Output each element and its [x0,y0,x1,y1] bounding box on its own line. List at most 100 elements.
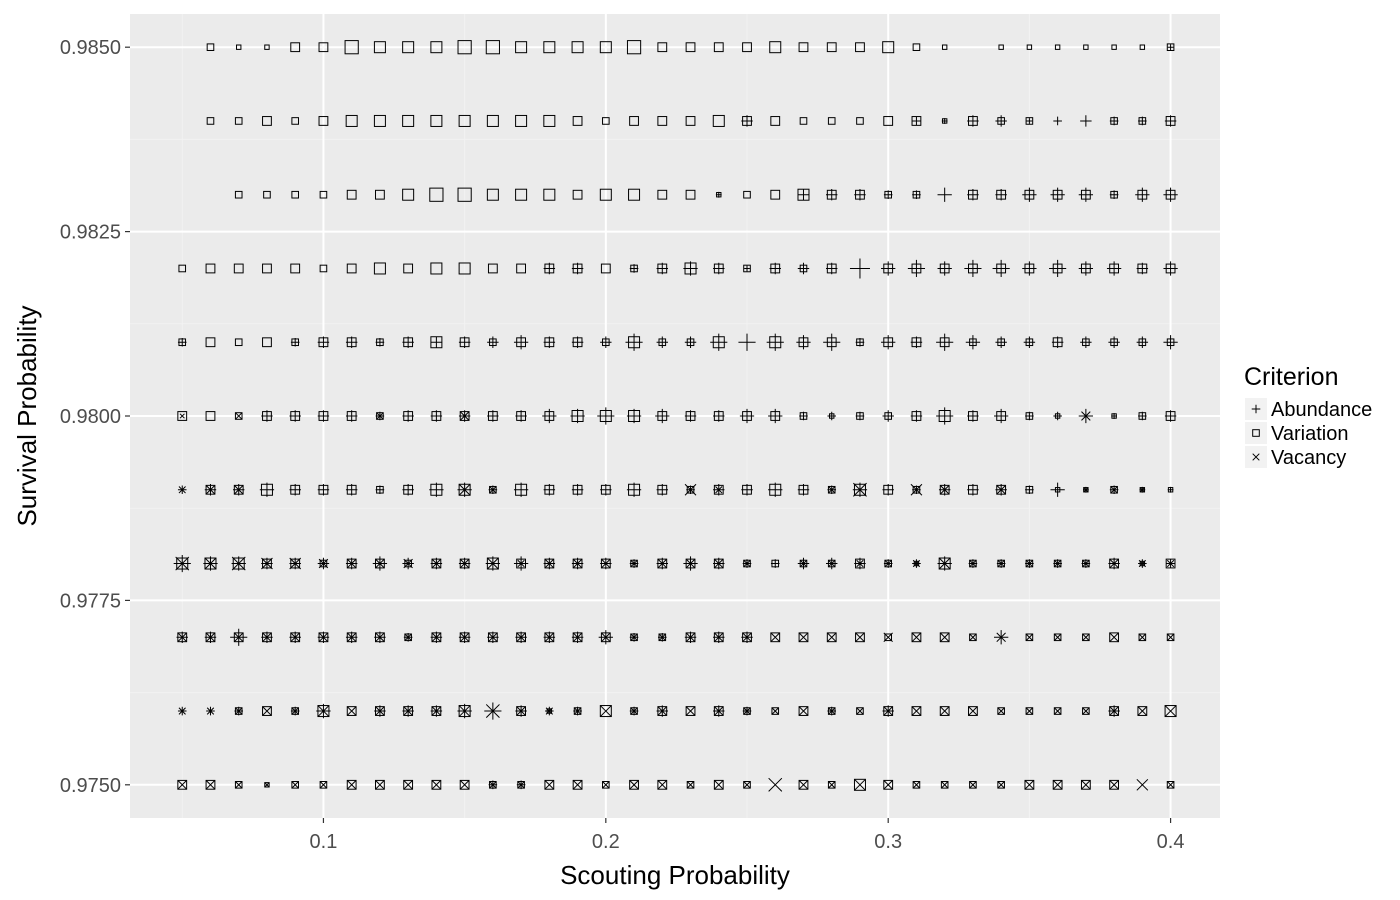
abundance-marker [1135,187,1150,202]
data-point [1166,781,1175,789]
data-point [741,484,753,496]
variation-marker [572,779,583,790]
abundance-marker [796,335,811,350]
variation-marker [206,43,215,51]
vacancy-marker [346,706,357,716]
data-point [457,703,472,719]
data-point [823,333,841,351]
vacancy-marker [855,632,865,643]
abundance-marker [259,482,275,497]
variation-marker [1025,707,1034,715]
data-point [683,556,698,571]
variation-marker [485,40,500,55]
data-point [543,336,556,348]
abundance-marker [684,336,697,348]
data-point [1109,116,1119,126]
variation-marker [911,706,922,716]
data-point [1082,707,1090,715]
data-point [883,559,893,568]
abundance-marker [1025,411,1034,421]
vacancy-marker [1082,707,1090,715]
vacancy-marker [291,781,299,789]
data-point [345,631,358,644]
data-point [374,705,386,717]
variation-marker [177,411,188,421]
data-point [685,116,696,126]
variation-marker [685,116,696,126]
data-point [261,557,273,570]
data-point [768,777,783,792]
variation-marker [206,117,215,125]
data-point [402,484,414,496]
data-point [827,485,837,495]
data-point [290,42,301,53]
variation-marker [940,781,949,789]
data-point [881,335,896,350]
data-point [515,188,528,201]
data-point [259,482,275,497]
vacancy-marker [743,781,751,789]
data-point [515,410,527,422]
variation-marker [318,116,329,126]
abundance-marker [797,484,810,496]
data-point [994,630,1009,645]
data-point [458,410,471,422]
data-point [941,44,948,50]
vacancy-marker [1138,559,1146,568]
vacancy-marker [572,558,583,569]
data-point [882,410,894,422]
data-point [513,556,529,571]
data-point [768,408,783,424]
variation-marker [515,114,528,127]
vacancy-marker [883,780,893,790]
data-point [967,115,979,127]
variation-marker [486,114,499,127]
data-point [515,41,528,54]
data-point [515,705,527,717]
variation-marker [458,114,471,127]
variation-marker [205,337,216,348]
data-point [849,258,870,279]
vacancy-marker [1053,559,1062,568]
variation-marker [770,632,781,643]
abundance-marker [769,262,781,275]
vacancy-marker [771,707,779,715]
vacancy-marker [1024,780,1035,790]
vacancy-marker [573,707,582,715]
vacancy-marker [403,706,413,716]
vacancy-marker [911,706,922,716]
abundance-marker [513,335,529,350]
data-point [486,114,499,127]
data-point [713,410,725,422]
abundance-marker [684,410,697,422]
x-axis-title: Scouting Probability [560,860,790,890]
abundance-marker [1051,336,1064,348]
vacancy-marker [997,707,1005,715]
legend-title: Criterion [1244,363,1338,391]
abundance-marker [826,262,838,275]
vacancy-marker [375,706,385,716]
vacancy-marker [403,558,413,569]
data-markers [173,40,1178,792]
data-point [910,336,923,348]
data-point [1109,779,1120,790]
variation-marker [742,42,752,53]
variation-marker [487,263,498,274]
data-point [430,631,443,644]
data-point [571,336,584,348]
data-point [656,705,669,717]
data-point [937,187,952,202]
data-point [967,410,979,422]
vacancy-marker [177,780,187,790]
abundance-marker [513,482,529,497]
data-point [346,263,357,274]
x-tick-label: 0.1 [310,831,338,853]
abundance-marker [1025,485,1034,495]
variation-marker [1082,633,1090,642]
data-point [965,335,981,350]
data-point [513,482,529,497]
data-point [1108,705,1120,717]
data-point [403,779,414,790]
data-point [319,264,328,273]
data-point [600,336,612,348]
